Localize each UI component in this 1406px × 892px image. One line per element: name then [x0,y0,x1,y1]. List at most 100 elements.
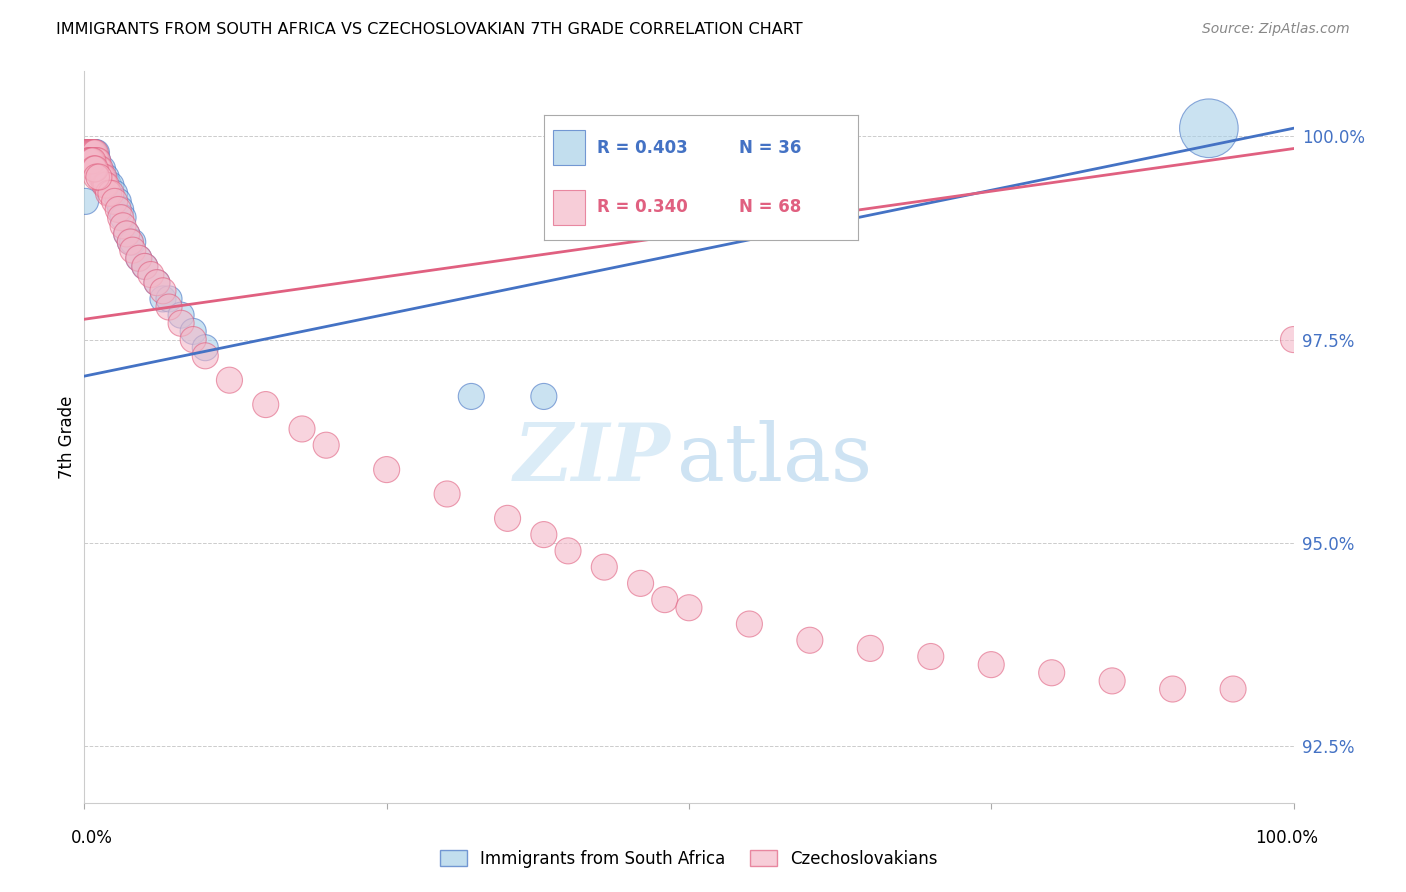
Point [157,300,180,314]
Point [100,178,122,193]
Point [79,145,101,160]
Point [375,462,398,476]
Point [181,333,204,347]
Point [112,219,135,233]
Text: IMMIGRANTS FROM SOUTH AFRICA VS CZECHOSLOVAKIAN 7TH GRADE CORRELATION CHART: IMMIGRANTS FROM SOUTH AFRICA VS CZECHOSL… [56,22,803,37]
Point [799,633,821,648]
Point [115,227,138,241]
Point [254,398,277,412]
Point [859,641,882,656]
Point [1161,681,1184,696]
Point [291,422,314,436]
Point [107,194,129,209]
Point [1222,681,1244,696]
Point [146,276,169,290]
Point [86,145,108,160]
Point [654,592,676,607]
Point [79,145,101,160]
Point [82,145,104,160]
Point [80,145,103,160]
Point [77,145,100,160]
Point [1101,673,1123,688]
Point [79,153,101,168]
Point [134,260,156,274]
Text: Source: ZipAtlas.com: Source: ZipAtlas.com [1202,22,1350,37]
Point [93,169,115,184]
Point [90,169,112,184]
Point [93,169,115,184]
Point [77,153,100,168]
Point [1282,333,1305,347]
Point [128,252,150,266]
Point [104,194,127,209]
Point [87,169,110,184]
Point [94,178,117,193]
Point [146,276,169,290]
Point [170,316,193,330]
Point [1040,665,1063,680]
Point [94,169,117,184]
Point [77,145,100,160]
Point [76,145,98,160]
Point [77,153,100,168]
Point [82,145,104,160]
Point [738,617,761,632]
Point [82,153,104,168]
Point [75,145,97,160]
Point [436,487,458,501]
Y-axis label: 7th Grade: 7th Grade [58,395,76,479]
Point [83,161,105,176]
Point [110,211,132,225]
Point [86,153,108,168]
Point [94,178,117,193]
Point [77,145,100,160]
Point [89,161,111,176]
Point [152,284,174,298]
Point [194,341,217,355]
Point [86,153,108,168]
Text: 0.0%: 0.0% [70,829,112,847]
Point [104,186,127,201]
Point [315,438,337,452]
Point [84,161,107,176]
Point [107,202,129,217]
Point [110,202,132,217]
Point [678,600,700,615]
Point [157,292,180,306]
Point [97,178,120,193]
Point [120,235,142,249]
Text: 100.0%: 100.0% [1256,829,1317,847]
Point [557,544,579,558]
Point [139,268,162,282]
Point [128,252,150,266]
Point [83,145,105,160]
Point [170,308,193,322]
Point [84,145,107,160]
Point [496,511,519,525]
Point [76,145,98,160]
Point [100,186,122,201]
Point [86,169,108,184]
Point [87,161,110,176]
Point [80,145,103,160]
Point [80,153,103,168]
Text: ZIP: ZIP [515,420,671,498]
Point [83,145,105,160]
Point [89,161,111,176]
Point [115,227,138,241]
Point [75,194,97,209]
Point [593,560,616,574]
Point [460,389,482,403]
Point [1198,121,1220,136]
Point [218,373,240,387]
Point [120,235,142,249]
Point [194,349,217,363]
Point [152,292,174,306]
Point [533,389,555,403]
Point [84,145,107,160]
Point [134,260,156,274]
Point [980,657,1002,672]
Point [91,169,114,184]
Point [533,527,555,541]
Legend: Immigrants from South Africa, Czechoslovakians: Immigrants from South Africa, Czechoslov… [433,844,945,875]
